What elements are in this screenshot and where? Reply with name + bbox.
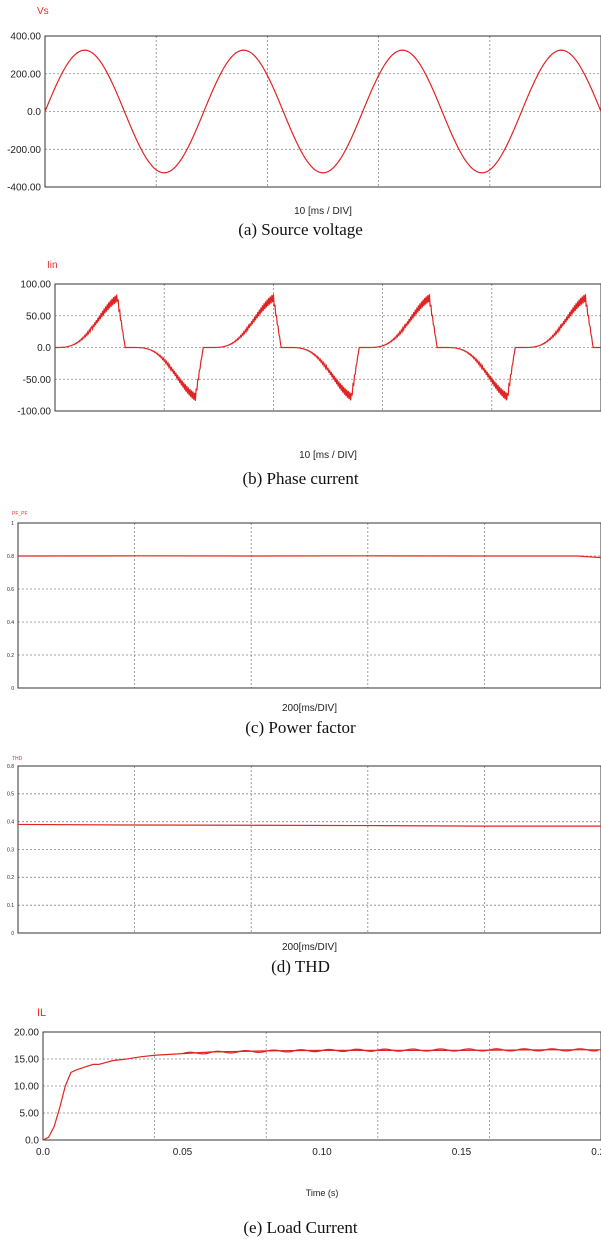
y-tick-label: 0.2 bbox=[7, 875, 14, 881]
y-tick-label: 20.00 bbox=[14, 1028, 39, 1039]
y-tick-label: 50.00 bbox=[26, 311, 51, 322]
chart-power-factor: 1 0.8 0.6 0.4 0.2 0 PF_PF 200[ms/DIV] (c) Power… bbox=[0, 505, 601, 745]
y-tick-label: 0.5 bbox=[7, 792, 14, 798]
series-line bbox=[55, 294, 601, 401]
x-tick-label: 0.15 bbox=[452, 1147, 472, 1158]
signal-label: THD bbox=[12, 756, 23, 762]
plot-frame bbox=[17, 522, 601, 689]
x-tick-label: 0.05 bbox=[173, 1147, 193, 1158]
caption-c: (c) Power factor bbox=[245, 718, 356, 737]
y-tick-label: 0 bbox=[11, 686, 14, 692]
y-tick-label: -100.00 bbox=[17, 407, 51, 418]
x-axis-label: 200[ms/DIV] bbox=[282, 703, 337, 714]
x-tick-label: 0.10 bbox=[312, 1147, 332, 1158]
series-line bbox=[17, 555, 601, 559]
signal-label: Vs bbox=[37, 6, 49, 17]
chart-c-svg: 1 0.8 0.6 0.4 0.2 0 PF_PF 200[ms/DIV] bbox=[7, 511, 601, 714]
y-tick-label: 200.00 bbox=[10, 69, 41, 80]
plot-frame bbox=[17, 765, 601, 934]
chart-d-svg: 0.8 0.5 0.4 0.3 0.2 0.1 0 THD 200[ms/DIV] bbox=[7, 756, 601, 953]
y-tick-label: 5.00 bbox=[20, 1109, 40, 1120]
y-tick-label: 400.00 bbox=[10, 32, 41, 43]
x-axis-label: 10 [ms / DIV] bbox=[294, 206, 352, 217]
x-axis-label: 200[ms/DIV] bbox=[282, 942, 337, 953]
caption-e: (e) Load Current bbox=[243, 1218, 358, 1237]
y-tick-label: 0.4 bbox=[7, 819, 14, 825]
y-tick-label: 15.00 bbox=[14, 1055, 39, 1066]
y-tick-label: 0.8 bbox=[7, 764, 14, 770]
y-tick-label: 0.0 bbox=[37, 343, 51, 354]
y-tick-label: 1 bbox=[11, 521, 14, 527]
series-line bbox=[44, 49, 601, 174]
chart-e-svg: 20.00 15.00 10.00 5.00 0.0 IL Time (s) 0.0 0.05 0… bbox=[14, 1007, 601, 1198]
y-tick-label: 100.00 bbox=[20, 280, 51, 291]
chart-source-voltage: 400.00 200.00 0.0 -200.00 -400.00 Vs 10 [ms / … bbox=[0, 0, 601, 245]
chart-thd: 0.8 0.5 0.4 0.3 0.2 0.1 0 THD 200[ms/DIV] (d) TH… bbox=[0, 752, 601, 992]
chart-load-current: 20.00 15.00 10.00 5.00 0.0 IL Time (s) 0.0 0.05 0… bbox=[0, 1002, 601, 1246]
y-tick-label: -200.00 bbox=[7, 145, 41, 156]
y-tick-label: -50.00 bbox=[23, 375, 52, 386]
series-line bbox=[42, 1049, 601, 1141]
x-axis-label: 10 [ms / DIV] bbox=[299, 450, 357, 461]
y-tick-label: 0.3 bbox=[7, 847, 14, 853]
caption-a: (a) Source voltage bbox=[238, 220, 363, 239]
y-tick-label: 0.1 bbox=[7, 903, 14, 909]
signal-label: PF_PF bbox=[12, 511, 28, 517]
y-tick-label: 0.2 bbox=[7, 653, 14, 659]
y-tick-label: 10.00 bbox=[14, 1082, 39, 1093]
series-line bbox=[17, 823, 601, 827]
x-tick-label: 0.0 bbox=[36, 1147, 50, 1158]
y-tick-label: 0.8 bbox=[7, 554, 14, 560]
caption-d: (d) THD bbox=[271, 957, 330, 976]
caption-b: (b) Phase current bbox=[242, 469, 359, 488]
x-axis-label: Time (s) bbox=[306, 1188, 339, 1198]
y-tick-label: 0.0 bbox=[25, 1136, 39, 1147]
chart-b-svg: 100.00 50.00 0.0 -50.00 -100.00 Iin 10 [ms / D… bbox=[17, 260, 601, 461]
y-tick-label: 0 bbox=[11, 931, 14, 937]
chart-a-svg: 400.00 200.00 0.0 -200.00 -400.00 Vs 10 [ms / … bbox=[7, 6, 601, 217]
y-tick-label: 0.0 bbox=[27, 107, 41, 118]
y-tick-label: 0.4 bbox=[7, 620, 14, 626]
signal-label: IL bbox=[37, 1007, 46, 1019]
y-tick-label: -400.00 bbox=[7, 183, 41, 194]
y-tick-label: 0.6 bbox=[7, 587, 14, 593]
signal-label: Iin bbox=[47, 260, 58, 271]
x-tick-label: 0.20 bbox=[591, 1147, 601, 1158]
chart-phase-current: 100.00 50.00 0.0 -50.00 -100.00 Iin 10 [ms / D… bbox=[0, 255, 601, 495]
plot-frame bbox=[42, 1031, 601, 1141]
